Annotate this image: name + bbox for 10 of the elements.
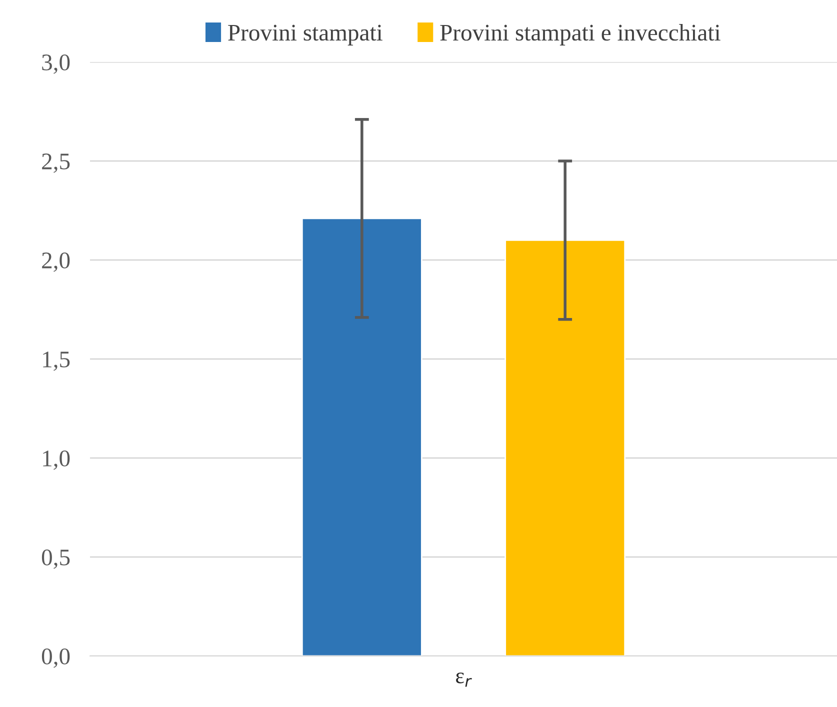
y-tick-label: 3,0 — [42, 54, 70, 74]
y-tick-label: 1,5 — [43, 352, 70, 371]
legend-label: Provini stampati — [228, 24, 382, 46]
y-tick-label: 2,0 — [42, 252, 70, 272]
y-tick-label: 0,5 — [42, 549, 70, 569]
y-tick-label: 1,0 — [43, 450, 70, 470]
legend-label: Provini stampati e invecchiati — [440, 24, 720, 46]
x-tick-label: ε$_{r}$ — [456, 672, 472, 687]
y-tick-label: 0,0 — [42, 648, 70, 668]
y-tick-label: 2,5 — [42, 154, 70, 173]
